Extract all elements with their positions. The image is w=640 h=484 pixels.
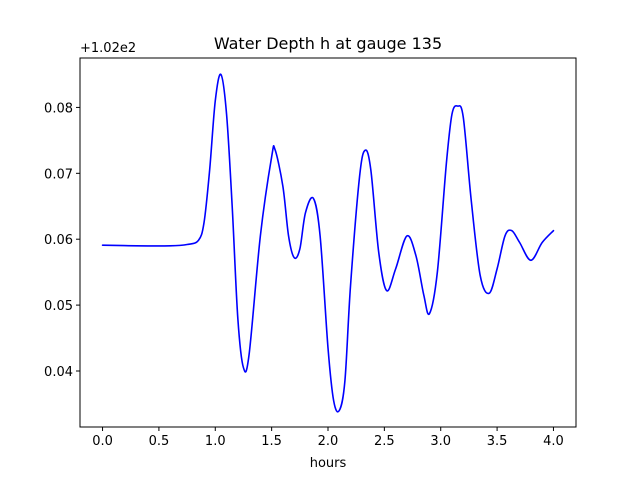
x-tick-label: 2.5	[374, 434, 395, 449]
y-axis-ticks: 0.04 0.05 0.06 0.07 0.08	[44, 101, 80, 380]
y-tick-label: 0.08	[44, 101, 73, 116]
y-tick-label: 0.04	[44, 365, 73, 380]
series-line	[101, 73, 555, 413]
x-tick-label: 2.0	[318, 434, 339, 449]
y-offset-text: +1.02e2	[80, 41, 136, 56]
x-axis-label: hours	[310, 456, 347, 471]
y-tick-label: 0.05	[44, 299, 73, 314]
chart-title: Water Depth h at gauge 135	[214, 34, 442, 53]
x-tick-label: 1.5	[261, 434, 282, 449]
x-tick-label: 1.0	[205, 434, 226, 449]
y-tick-label: 0.07	[44, 167, 73, 182]
plot-area-frame	[79, 57, 577, 428]
x-axis-ticks: 0.0 0.5 1.0 1.5 2.0 2.5 3.0 3.5 4.0	[92, 427, 564, 449]
x-tick-label: 3.0	[430, 434, 451, 449]
x-tick-label: 4.0	[543, 434, 564, 449]
x-tick-label: 0.5	[149, 434, 170, 449]
x-tick-label: 3.5	[487, 434, 508, 449]
x-tick-label: 0.0	[92, 434, 113, 449]
y-tick-label: 0.06	[44, 233, 73, 248]
